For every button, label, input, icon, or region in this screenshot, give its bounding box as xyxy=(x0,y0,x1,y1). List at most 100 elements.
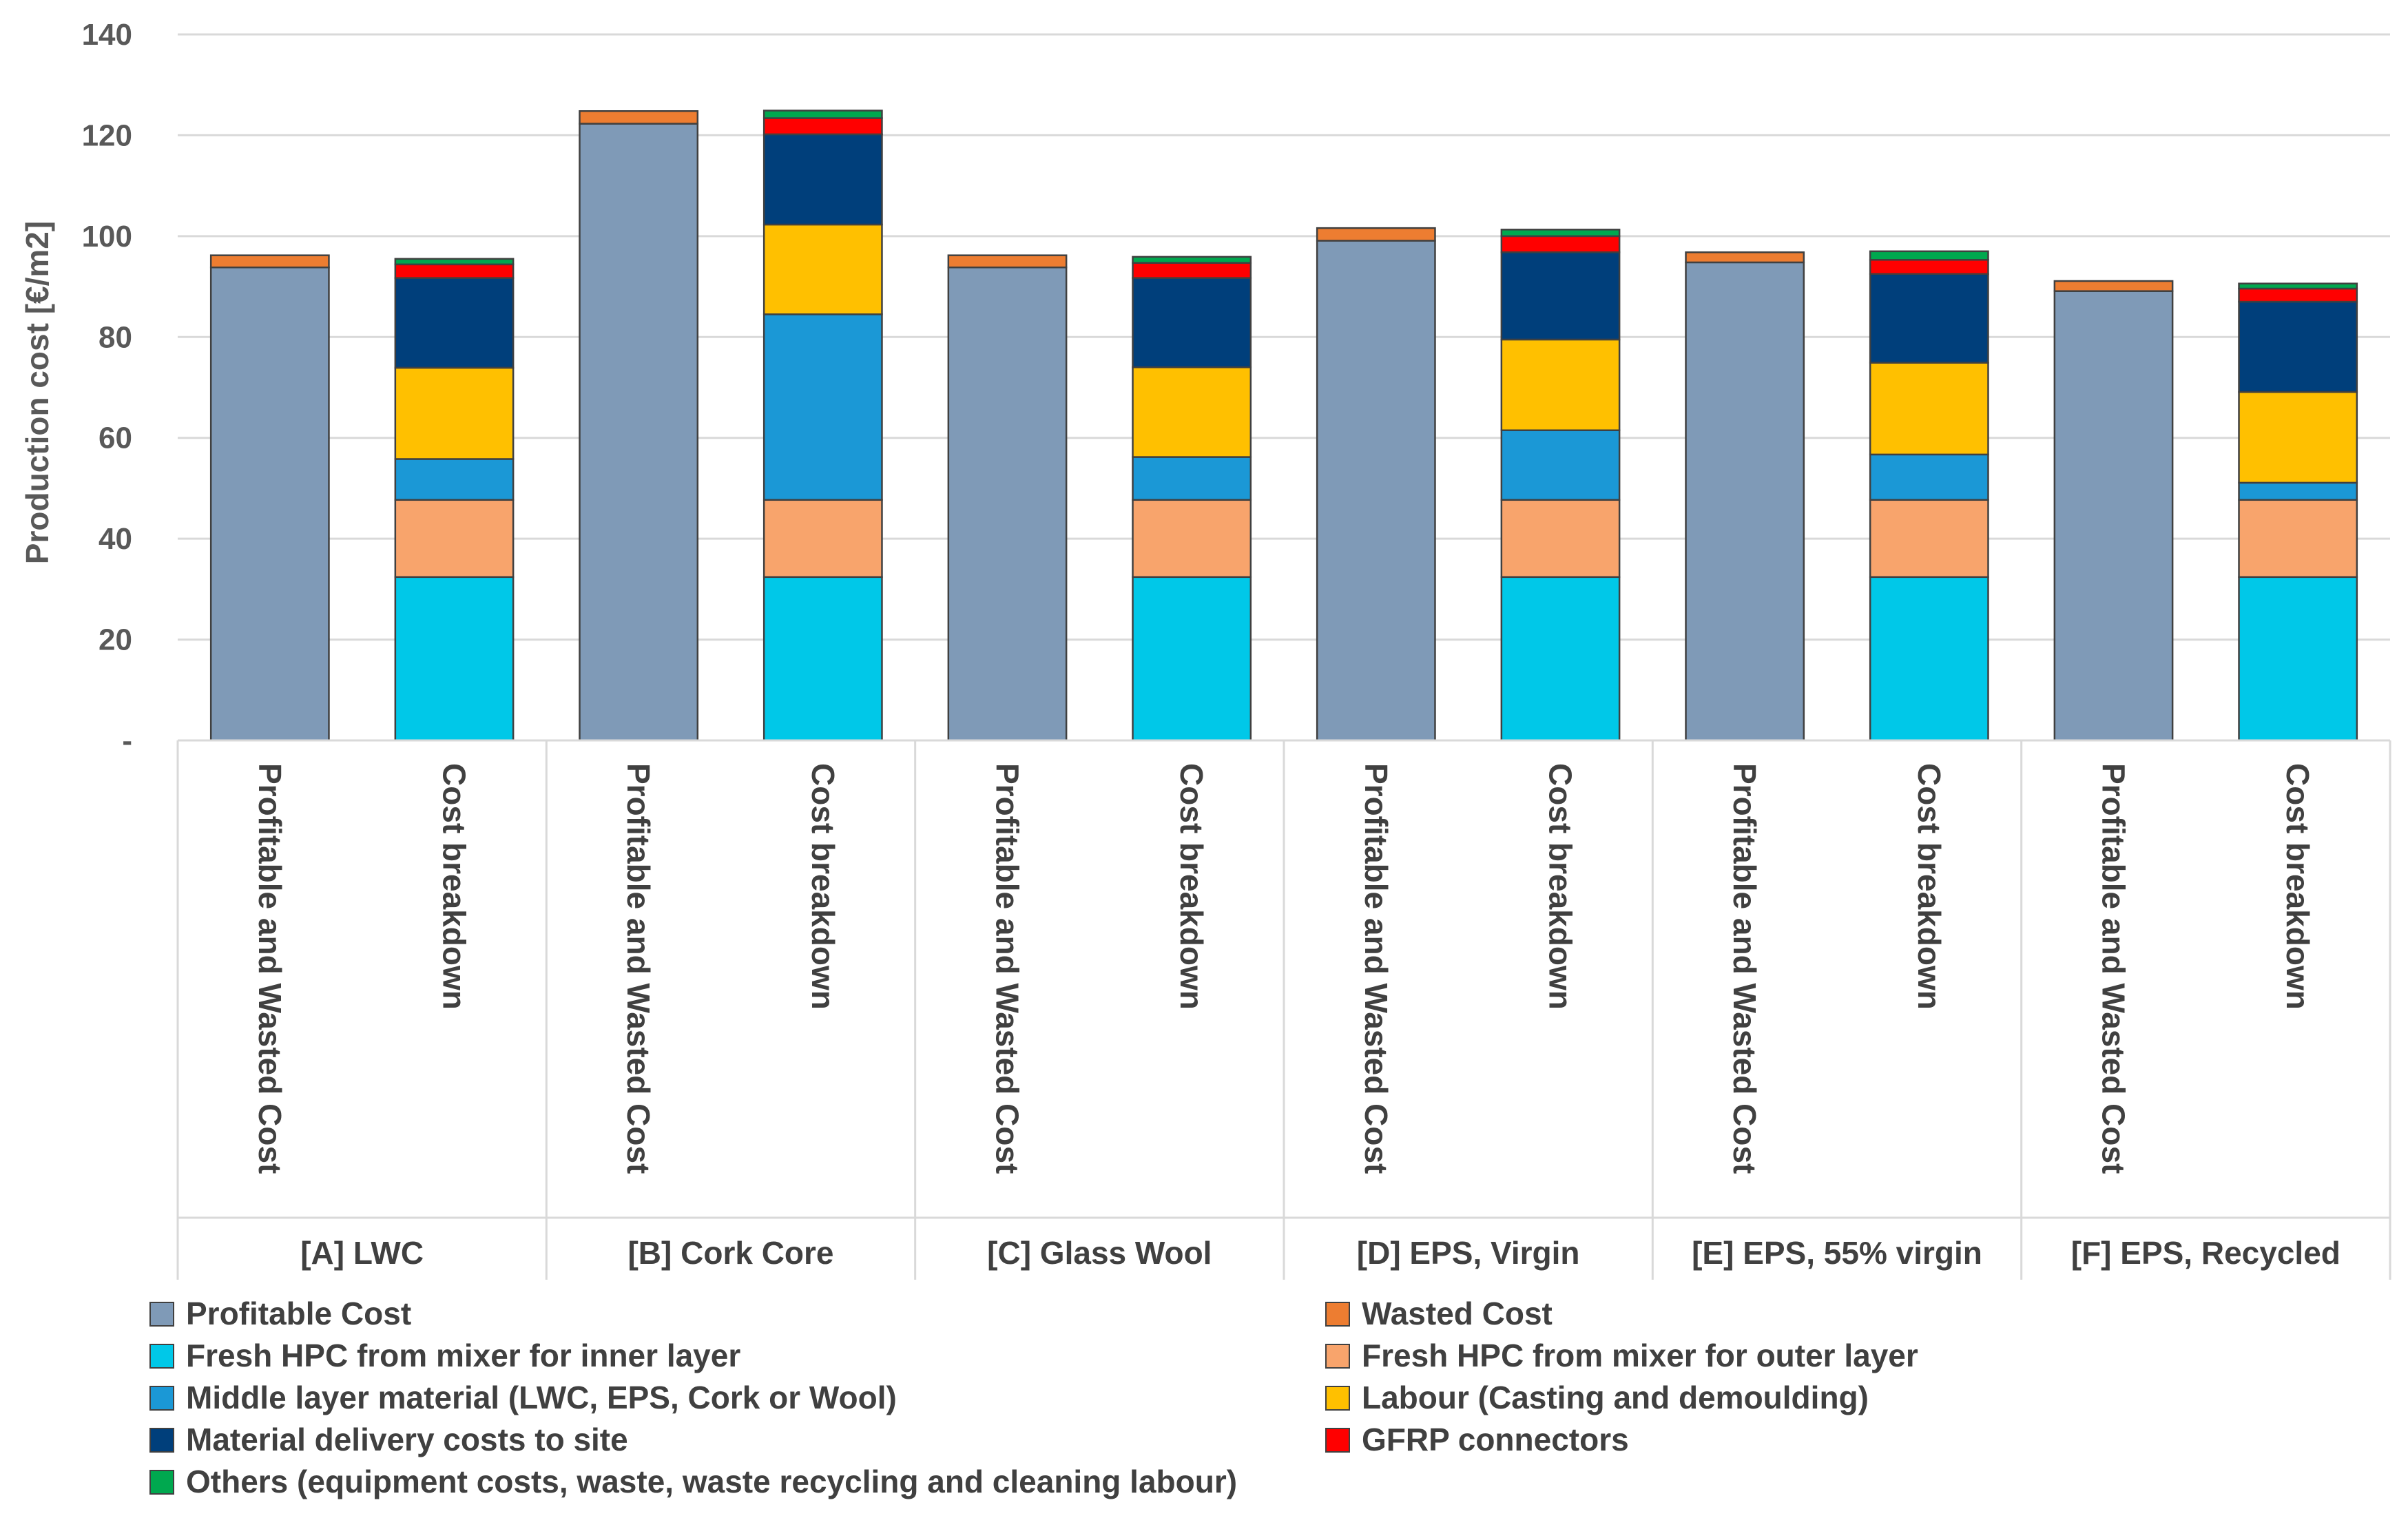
x-category-label: Cost breakdown xyxy=(437,763,473,1010)
bar-segment xyxy=(1500,251,1621,341)
y-tick-label: - xyxy=(122,724,132,758)
bar-segment xyxy=(1500,499,1621,579)
x-group-label: [A] LWC xyxy=(300,1235,424,1271)
bar-segment xyxy=(209,254,330,269)
bar-segment xyxy=(394,277,515,369)
legend-item: Wasted Cost xyxy=(1325,1296,1553,1331)
bar-segment xyxy=(1132,262,1252,279)
legend-swatch xyxy=(1325,1428,1350,1453)
bar-segment xyxy=(394,499,515,579)
bar-segment xyxy=(1500,338,1621,431)
bar-segment xyxy=(2238,481,2358,501)
legend-item: Fresh HPC from mixer for outer layer xyxy=(1325,1338,1918,1373)
bar-segment xyxy=(1132,256,1252,264)
bar-segment xyxy=(2053,290,2174,742)
bar-segment xyxy=(1869,259,1989,276)
legend-swatch xyxy=(1325,1386,1350,1411)
bar-segment xyxy=(2238,391,2358,484)
y-tick-label: 60 xyxy=(98,422,132,455)
bar-segment xyxy=(762,133,883,226)
bar-segment xyxy=(394,258,515,266)
bar-segment xyxy=(762,313,883,501)
legend-swatch xyxy=(149,1386,174,1411)
legend-label: Others (equipment costs, waste, waste re… xyxy=(186,1464,1237,1499)
bar-segment xyxy=(1500,429,1621,501)
legend-item: Labour (Casting and demoulding) xyxy=(1325,1380,1869,1415)
bar-segment xyxy=(1685,261,1805,742)
bar-segment xyxy=(1316,227,1436,242)
bar-segment xyxy=(762,223,883,315)
legend-label: GFRP connectors xyxy=(1362,1422,1629,1457)
x-axis: Profitable and Wasted Cost Cost breakdown… xyxy=(176,739,2391,1280)
bar-segment xyxy=(1869,273,1989,364)
gridlines xyxy=(178,33,2390,641)
legend-label: Wasted Cost xyxy=(1362,1296,1553,1331)
legend-label: Fresh HPC from mixer for outer layer xyxy=(1362,1338,1918,1373)
bar-segment xyxy=(1132,576,1252,742)
x-group-label: [C] Glass Wool xyxy=(987,1235,1212,1271)
x-category-label: Profitable and Wasted Cost xyxy=(252,763,288,1174)
legend-label: Middle layer material (LWC, EPS, Cork or… xyxy=(186,1380,897,1415)
legend-item: GFRP connectors xyxy=(1325,1422,1629,1457)
bar-segment xyxy=(1132,499,1252,579)
bar-segment xyxy=(2238,282,2358,290)
bar-segment xyxy=(1869,250,1989,261)
bar-segment xyxy=(947,254,1068,269)
x-category-label: Profitable and Wasted Cost xyxy=(1358,763,1394,1174)
legend-label: Fresh HPC from mixer for inner layer xyxy=(186,1338,740,1373)
bar-segment xyxy=(2238,287,2358,303)
y-axis-label: Production cost [€/m2] xyxy=(19,221,55,564)
y-tick-label: 20 xyxy=(98,623,132,657)
bar-segment xyxy=(1500,576,1621,742)
legend-swatch xyxy=(1325,1302,1350,1327)
x-group-label: [E] EPS, 55% virgin xyxy=(1692,1235,1982,1271)
y-tick-label: 100 xyxy=(82,220,132,253)
bar-segment xyxy=(1685,251,1805,264)
legend-swatch xyxy=(149,1428,174,1453)
y-axis-ticks: - 20 40 60 80 100 120 140 xyxy=(82,18,132,758)
legend-swatch xyxy=(149,1470,174,1495)
bar-segment xyxy=(579,123,699,742)
bar-segment xyxy=(394,576,515,742)
bar-segment xyxy=(1132,277,1252,368)
bar-segment xyxy=(1132,456,1252,501)
x-category-label: Profitable and Wasted Cost xyxy=(2096,763,2132,1174)
legend-swatch xyxy=(149,1302,174,1327)
bar-segment xyxy=(762,117,883,136)
x-group-label: [D] EPS, Virgin xyxy=(1357,1235,1580,1271)
x-category-label: Cost breakdown xyxy=(1174,763,1210,1010)
bar-segment xyxy=(1500,229,1621,238)
legend-item: Material delivery costs to site xyxy=(149,1422,628,1457)
y-tick-label: 120 xyxy=(82,118,132,152)
bar-segment xyxy=(762,110,883,119)
legend-label: Labour (Casting and demoulding) xyxy=(1362,1380,1869,1415)
legend: Profitable Cost Wasted Cost Fresh HPC from… xyxy=(149,1296,1918,1499)
bar-segment xyxy=(2238,499,2358,579)
legend-swatch xyxy=(1325,1344,1350,1369)
y-tick-label: 140 xyxy=(82,18,132,52)
legend-item: Others (equipment costs, waste, waste re… xyxy=(149,1464,1237,1499)
bar-segment xyxy=(947,267,1068,742)
bar-segment xyxy=(394,263,515,279)
bar-segment xyxy=(1869,362,1989,456)
bar-segment xyxy=(1869,499,1989,579)
bar-segment xyxy=(209,267,330,742)
x-category-label: Profitable and Wasted Cost xyxy=(1727,763,1763,1174)
x-category-label: Cost breakdown xyxy=(2280,763,2316,1010)
legend-item: Profitable Cost xyxy=(149,1296,411,1331)
bars xyxy=(209,110,2358,742)
bar-segment xyxy=(762,576,883,742)
bar-segment xyxy=(579,110,699,125)
bar-segment xyxy=(2053,280,2174,292)
x-group-label: [B] Cork Core xyxy=(627,1235,833,1271)
x-category-label: Cost breakdown xyxy=(1911,763,1947,1010)
x-group-label: [F] EPS, Recycled xyxy=(2071,1235,2340,1271)
bar-segment xyxy=(394,366,515,460)
bar-segment xyxy=(2238,576,2358,742)
legend-label: Material delivery costs to site xyxy=(186,1422,628,1457)
x-category-label: Profitable and Wasted Cost xyxy=(621,763,656,1174)
bar-segment xyxy=(2238,300,2358,393)
bar-segment xyxy=(1316,240,1436,742)
legend-label: Profitable Cost xyxy=(186,1296,411,1331)
